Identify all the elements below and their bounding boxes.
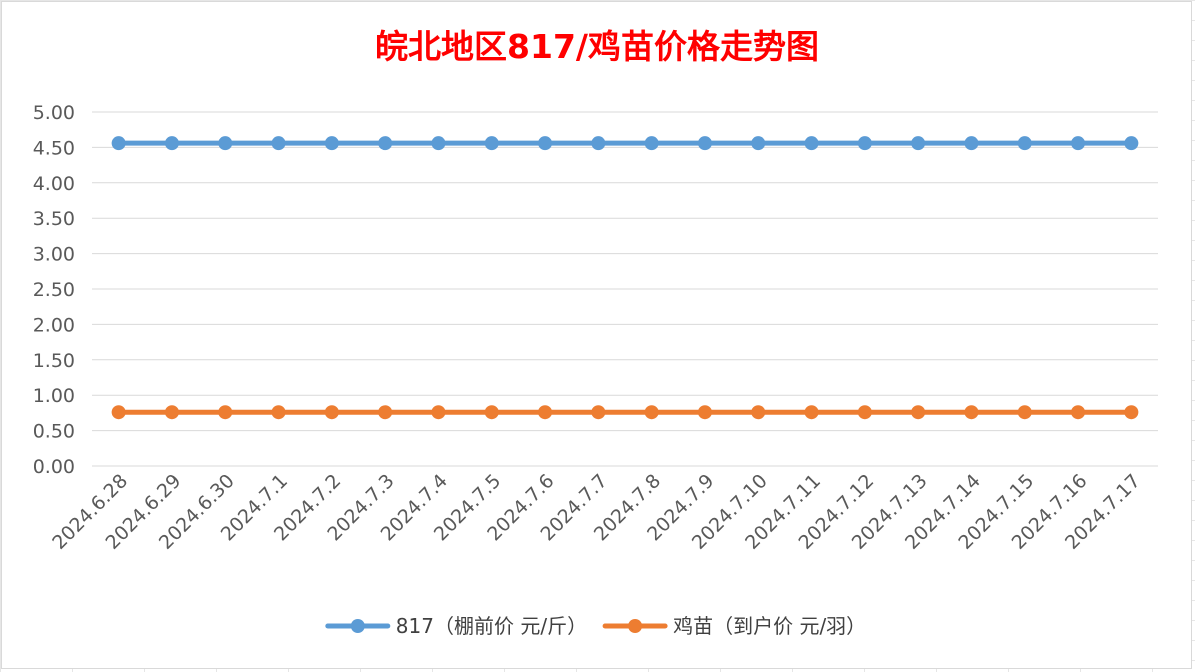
data-point[interactable]	[644, 136, 659, 151]
data-point[interactable]	[111, 136, 126, 151]
data-point[interactable]	[857, 405, 872, 420]
data-point[interactable]	[751, 136, 766, 151]
data-point[interactable]	[697, 405, 712, 420]
data-point[interactable]	[591, 405, 606, 420]
data-point[interactable]	[964, 136, 979, 151]
y-tick-label: 1.50	[33, 350, 75, 372]
y-tick-label: 3.50	[33, 208, 75, 230]
data-point[interactable]	[484, 136, 499, 151]
data-point[interactable]	[378, 405, 393, 420]
data-point[interactable]	[1017, 136, 1032, 151]
legend-item-2[interactable]: 鸡苗（到户价 元/羽）	[602, 614, 866, 638]
data-point[interactable]	[1124, 136, 1139, 151]
data-point[interactable]	[857, 136, 872, 151]
data-point[interactable]	[697, 136, 712, 151]
y-tick-label: 5.00	[33, 102, 75, 124]
legend: 817（棚前价 元/斤） 鸡苗（到户价 元/羽）	[325, 614, 866, 638]
legend-marker-dot	[628, 619, 643, 633]
data-point[interactable]	[1017, 405, 1032, 420]
data-point[interactable]	[218, 405, 233, 420]
data-point[interactable]	[1071, 405, 1086, 420]
data-point[interactable]	[164, 136, 179, 151]
series-2[interactable]	[111, 405, 1139, 420]
y-tick-label: 2.00	[33, 314, 75, 336]
x-axis-tick-labels: 2024.6.282024.6.292024.6.302024.7.12024.…	[48, 470, 1145, 554]
data-point[interactable]	[804, 405, 819, 420]
data-point[interactable]	[538, 136, 553, 151]
data-point[interactable]	[484, 405, 499, 420]
data-point[interactable]	[431, 405, 446, 420]
data-point[interactable]	[324, 405, 339, 420]
data-point[interactable]	[911, 136, 926, 151]
y-axis-tick-labels: 0.00 0.50 1.00 1.50 2.00 2.50 3.00 3.50 4.00 4.50…	[33, 102, 75, 478]
legend-item-1[interactable]: 817（棚前价 元/斤）	[325, 614, 587, 638]
data-point[interactable]	[271, 136, 286, 151]
data-point[interactable]	[538, 405, 553, 420]
data-point[interactable]	[324, 136, 339, 151]
data-point[interactable]	[271, 405, 286, 420]
data-point[interactable]	[1124, 405, 1139, 420]
data-point[interactable]	[591, 136, 606, 151]
data-point[interactable]	[378, 136, 393, 151]
data-point[interactable]	[218, 136, 233, 151]
y-tick-label: 1.00	[33, 385, 75, 407]
y-tick-label: 0.00	[33, 456, 75, 478]
legend-label: 鸡苗（到户价 元/羽）	[673, 614, 866, 638]
series-group	[111, 136, 1139, 420]
data-point[interactable]	[964, 405, 979, 420]
y-tick-label: 0.50	[33, 421, 75, 443]
gridlines	[92, 111, 1158, 467]
y-tick-label: 2.50	[33, 279, 75, 301]
y-tick-label: 4.50	[33, 137, 75, 159]
y-tick-label: 4.00	[33, 173, 75, 195]
data-point[interactable]	[164, 405, 179, 420]
y-tick-label: 3.00	[33, 244, 75, 266]
data-point[interactable]	[111, 405, 126, 420]
data-point[interactable]	[751, 405, 766, 420]
data-point[interactable]	[911, 405, 926, 420]
data-point[interactable]	[644, 405, 659, 420]
legend-label: 817（棚前价 元/斤）	[396, 614, 587, 638]
chart-title: 皖北地区817/鸡苗价格走势图	[375, 27, 819, 66]
data-point[interactable]	[431, 136, 446, 151]
data-point[interactable]	[804, 136, 819, 151]
series-1[interactable]	[111, 136, 1139, 151]
legend-marker-dot	[350, 619, 365, 633]
data-point[interactable]	[1071, 136, 1086, 151]
